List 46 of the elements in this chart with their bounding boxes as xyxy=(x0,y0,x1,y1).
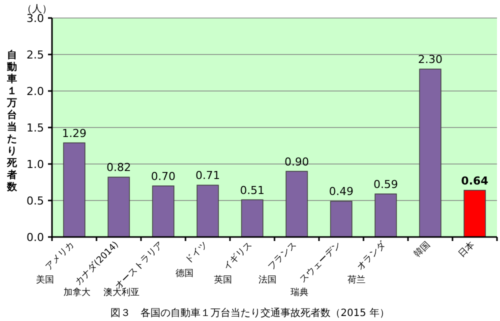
text: 德国 xyxy=(176,268,194,280)
x-tick-label: 韓国 xyxy=(412,239,432,260)
data-label: 0.82 xyxy=(106,161,131,174)
data-label: 0.64 xyxy=(461,174,489,188)
data-label: 0.51 xyxy=(240,184,264,197)
bar xyxy=(419,68,442,238)
bar xyxy=(286,170,308,238)
x-tick-label: 日本 xyxy=(456,239,477,260)
bar xyxy=(241,199,264,238)
text: 3.0 xyxy=(26,12,44,25)
data-label: 0.90 xyxy=(284,155,309,168)
text: 1.5 xyxy=(26,122,44,134)
text: 荷兰 xyxy=(347,274,366,286)
text: 法国 xyxy=(258,274,276,286)
text: 2.0 xyxy=(26,85,44,98)
text: 澳大利亚 xyxy=(103,287,140,298)
text: 英国 xyxy=(214,274,232,286)
data-label: 0.70 xyxy=(151,170,176,183)
x-tick-label: アメリカ xyxy=(44,240,76,273)
text: 自動車１万台当たり死者数 xyxy=(7,50,17,193)
data-label: 2.30 xyxy=(418,53,442,66)
bar xyxy=(196,184,219,238)
text: 瑞典 xyxy=(290,287,308,298)
x-tick-label: ドイツ xyxy=(184,240,210,266)
x-tick-label: フランス xyxy=(266,240,299,273)
bar xyxy=(330,200,352,238)
bar xyxy=(374,194,397,238)
data-label: 0.71 xyxy=(196,169,220,182)
x-tick-label: オランダ xyxy=(354,238,389,273)
text: 0.5 xyxy=(26,194,44,208)
text: 2.5 xyxy=(26,48,44,62)
data-label: 0.49 xyxy=(329,185,354,198)
bar xyxy=(152,186,174,238)
text: （人） xyxy=(22,4,52,15)
data-label: 0.59 xyxy=(374,178,398,191)
text: 美国 xyxy=(36,274,54,286)
data-label: 1.29 xyxy=(62,126,86,140)
x-tick-label: スウェーデン xyxy=(298,240,344,286)
text: 加拿大 xyxy=(63,287,90,298)
bar xyxy=(464,190,486,238)
text: 図３ 各国の自動車１万台当たり交通事故死者数（2015 年） xyxy=(110,307,390,319)
text: 0.0 xyxy=(26,231,44,244)
bar xyxy=(63,142,86,238)
text: 1.0 xyxy=(26,158,44,171)
bar xyxy=(108,176,130,238)
x-tick-label: イギリス xyxy=(221,239,254,273)
